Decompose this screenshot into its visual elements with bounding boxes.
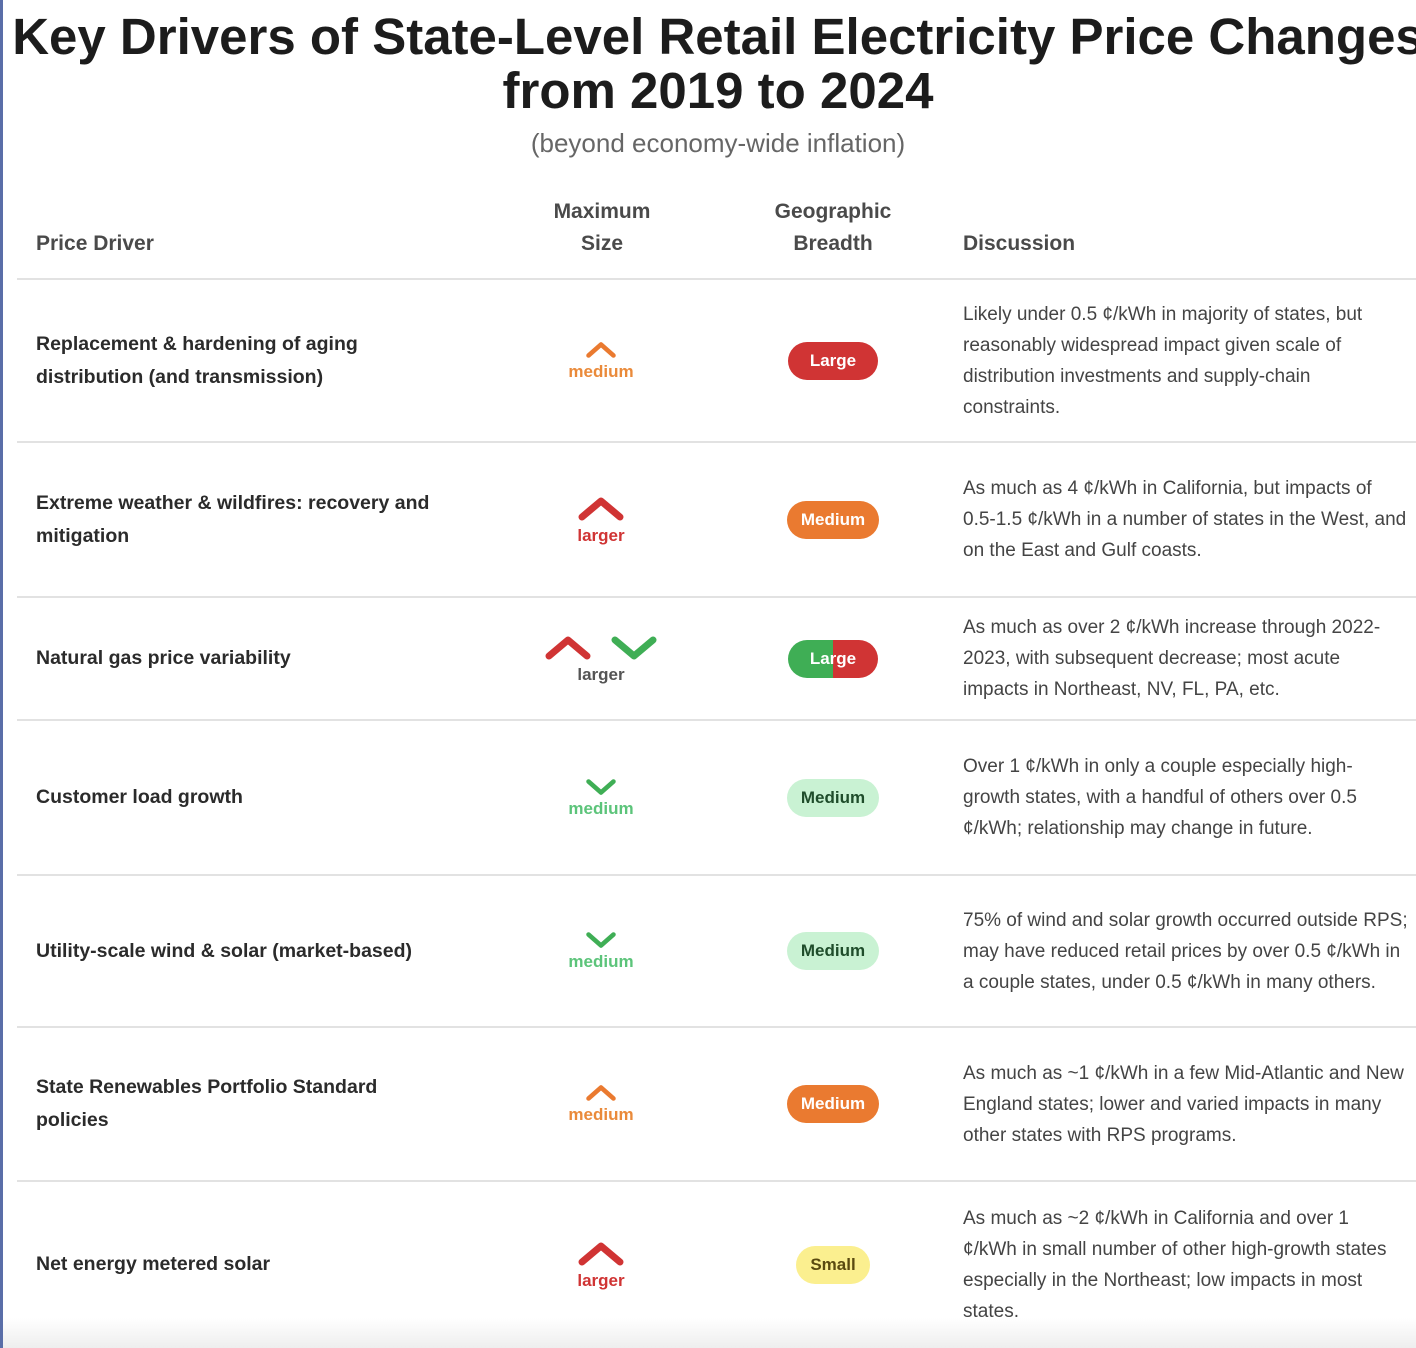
size-label: medium — [568, 362, 634, 381]
row-divider — [17, 1180, 1416, 1182]
page-title: Key Drivers of State-Level Retail Electr… — [12, 8, 1416, 119]
price-driver-label: Extreme weather & wildfires: recovery an… — [36, 491, 430, 547]
table-row: Utility-scale wind & solar (market-based… — [17, 875, 1416, 1027]
size-label: medium — [568, 798, 634, 818]
discussion-text: As much as 4 ¢/kWh in California, but im… — [963, 478, 1407, 561]
chevron-down-icon — [611, 636, 657, 659]
discussion-text: As much as ~2 ¢/kWh in California and ov… — [963, 1207, 1387, 1322]
geographic-breadth-badge: Large — [788, 639, 878, 678]
header-maximum-size: Maximum Size — [553, 200, 651, 255]
discussion-text: As much as ~1 ¢/kWh in a few Mid-Atlanti… — [963, 1062, 1404, 1146]
geographic-breadth-badge: Large — [788, 342, 878, 380]
table-row: Replacement & hardening of aging distrib… — [17, 280, 1416, 442]
chevron-up-icon — [586, 342, 616, 358]
chevron-down-icon — [586, 932, 616, 948]
chevron-up-icon — [578, 497, 624, 520]
page-subtitle: (beyond economy-wide inflation) — [530, 128, 906, 158]
discussion-text: Likely under 0.5 ¢/kWh in majority of st… — [963, 304, 1363, 418]
size-label: larger — [577, 664, 625, 684]
discussion-text: As much as over 2 ¢/kWh increase through… — [963, 617, 1381, 700]
table-row: Customer load growth medium Medium Over … — [17, 720, 1416, 875]
price-driver-label: Replacement & hardening of aging distrib… — [36, 333, 358, 388]
geographic-breadth-badge: Small — [796, 1245, 870, 1284]
size-label: medium — [568, 952, 634, 971]
price-driver-label: Customer load growth — [36, 786, 243, 808]
header-divider — [17, 278, 1416, 280]
maximum-size-indicator: larger — [541, 1239, 661, 1291]
geographic-breadth-badge: Medium — [786, 500, 880, 539]
size-label: larger — [577, 1270, 625, 1290]
row-divider — [17, 441, 1416, 443]
chevron-up-icon — [578, 1242, 624, 1265]
table-row: Extreme weather & wildfires: recovery an… — [17, 442, 1416, 597]
maximum-size-indicator: medium — [541, 340, 661, 382]
maximum-size-indicator: larger — [541, 494, 661, 546]
header-geographic-breadth: Geographic Breadth — [774, 200, 892, 255]
bottom-fade — [3, 1318, 1416, 1348]
maximum-size-indicator: medium — [541, 930, 661, 972]
table-row: Net energy metered solar larger Small As… — [17, 1181, 1416, 1348]
price-driver-label: Utility-scale wind & solar (market-based… — [36, 939, 413, 962]
price-driver-label: Natural gas price variability — [36, 647, 291, 669]
header-discussion: Discussion — [963, 232, 1076, 255]
table-row: Natural gas price variability larger Lar… — [17, 597, 1416, 720]
discussion-text: 75% of wind and solar growth occurred ou… — [963, 909, 1408, 993]
header-price-driver: Price Driver — [36, 232, 154, 255]
chevron-up-icon — [545, 636, 591, 659]
price-driver-label: Net energy metered solar — [36, 1253, 271, 1275]
geographic-breadth-badge: Medium — [786, 778, 880, 817]
row-divider — [17, 1026, 1416, 1028]
table-row: State Renewables Portfolio Standard poli… — [17, 1027, 1416, 1181]
price-driver-label: State Renewables Portfolio Standard poli… — [36, 1076, 378, 1131]
chevron-down-icon — [586, 778, 616, 795]
geographic-breadth-badge: Medium — [786, 1085, 880, 1123]
chevron-up-icon — [586, 1085, 616, 1101]
maximum-size-indicator: medium — [541, 777, 661, 819]
discussion-text: Over 1 ¢/kWh in only a couple especially… — [963, 756, 1357, 839]
size-label: medium — [568, 1105, 634, 1124]
row-divider — [17, 719, 1416, 721]
maximum-size-indicator: medium — [541, 1083, 661, 1125]
geographic-breadth-badge: Medium — [786, 932, 880, 970]
row-divider — [17, 874, 1416, 876]
size-label: larger — [577, 525, 625, 545]
maximum-size-indicator: larger — [541, 633, 661, 685]
row-divider — [17, 596, 1416, 598]
